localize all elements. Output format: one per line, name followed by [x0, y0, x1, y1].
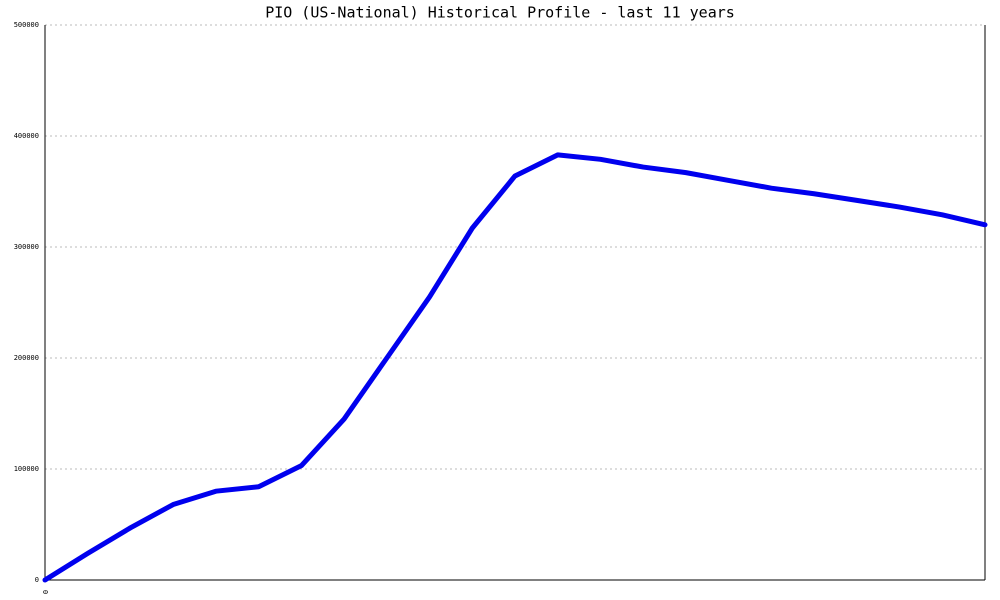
y-tick-label: 200000	[14, 354, 39, 362]
y-tick-label: 100000	[14, 465, 39, 473]
y-tick-label: 300000	[14, 243, 39, 251]
y-tick-label: 500000	[14, 21, 39, 29]
y-tick-label: 400000	[14, 132, 39, 140]
y-tick-label: 0	[35, 576, 39, 584]
x-tick-label: 0	[41, 590, 49, 594]
data-line	[42, 152, 988, 583]
chart-title: PIO (US-National) Historical Profile - l…	[265, 4, 735, 22]
